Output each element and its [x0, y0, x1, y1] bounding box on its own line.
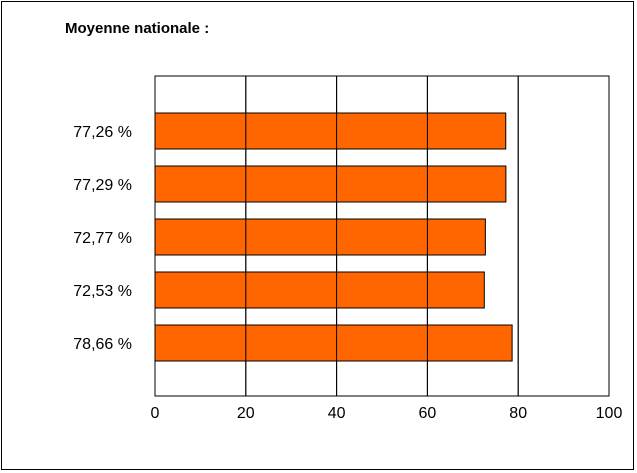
x-tick-label-5: 100 — [596, 405, 623, 422]
bar-3 — [154, 271, 485, 309]
category-label-4: 78,66 % — [73, 336, 132, 353]
x-tick-label-0: 0 — [151, 405, 160, 422]
category-label-3: 72,53 % — [73, 283, 132, 300]
bar-1 — [154, 165, 507, 203]
bar-4 — [154, 324, 513, 362]
x-tick-label-1: 20 — [237, 405, 255, 422]
x-tick-label-4: 80 — [509, 405, 527, 422]
bar-2 — [154, 218, 486, 256]
category-label-1: 77,29 % — [73, 177, 132, 194]
x-tick-label-3: 60 — [419, 405, 437, 422]
bar-0 — [154, 112, 507, 150]
chart-title: Moyenne nationale : — [65, 20, 210, 37]
x-tick-label-2: 40 — [328, 405, 346, 422]
category-label-2: 72,77 % — [73, 230, 132, 247]
category-label-0: 77,26 % — [73, 124, 132, 141]
